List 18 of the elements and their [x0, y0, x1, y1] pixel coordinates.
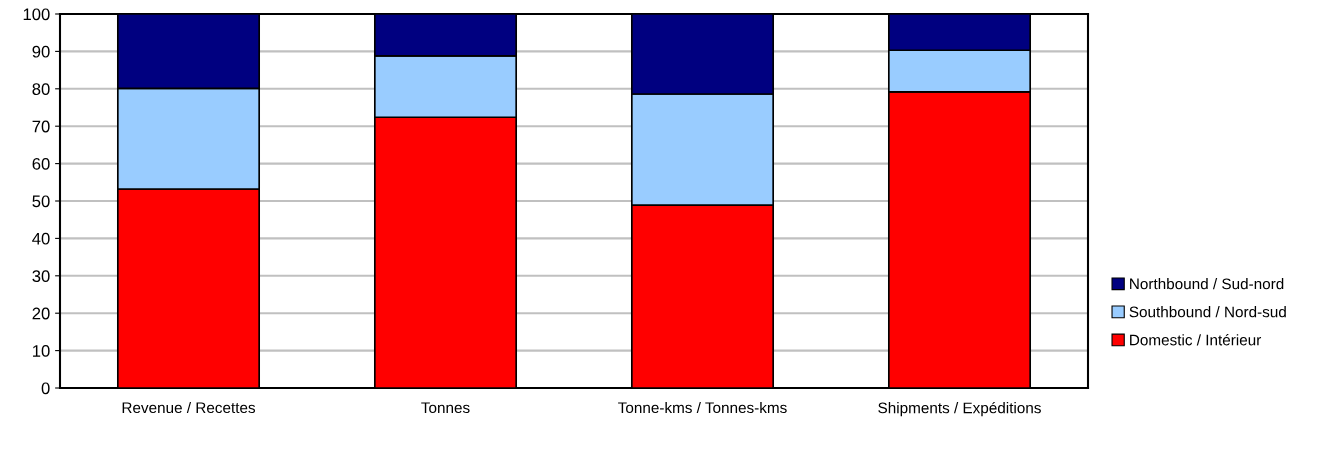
y-tick-label: 60 [32, 158, 50, 170]
legend-label: Southbound / Nord-sud [1129, 306, 1286, 318]
y-tick-label: 10 [33, 345, 50, 357]
legend-label: Northbound / Sud-nord [1130, 278, 1284, 290]
y-tick-label: 50 [32, 195, 50, 208]
y-tick-label: 20 [32, 307, 50, 320]
y-tick-label: 40 [32, 232, 50, 245]
x-tick-label: Revenue / Recettes [122, 401, 256, 414]
x-tick-label: Tonne-kms / Tonnes-kms [618, 401, 787, 414]
x-tick-label: Shipments / Expéditions [878, 401, 1041, 417]
y-tick-label: 90 [32, 45, 50, 58]
y-tick-label: 0 [41, 382, 50, 395]
y-tick-label: 100 [23, 8, 50, 21]
x-tick-label: Tonnes [421, 402, 470, 414]
y-tick-label: 80 [32, 83, 50, 95]
y-tick-label: 30 [32, 270, 50, 282]
legend-label: Domestic / Intérieur [1130, 334, 1262, 346]
y-tick-label: 70 [32, 120, 50, 133]
